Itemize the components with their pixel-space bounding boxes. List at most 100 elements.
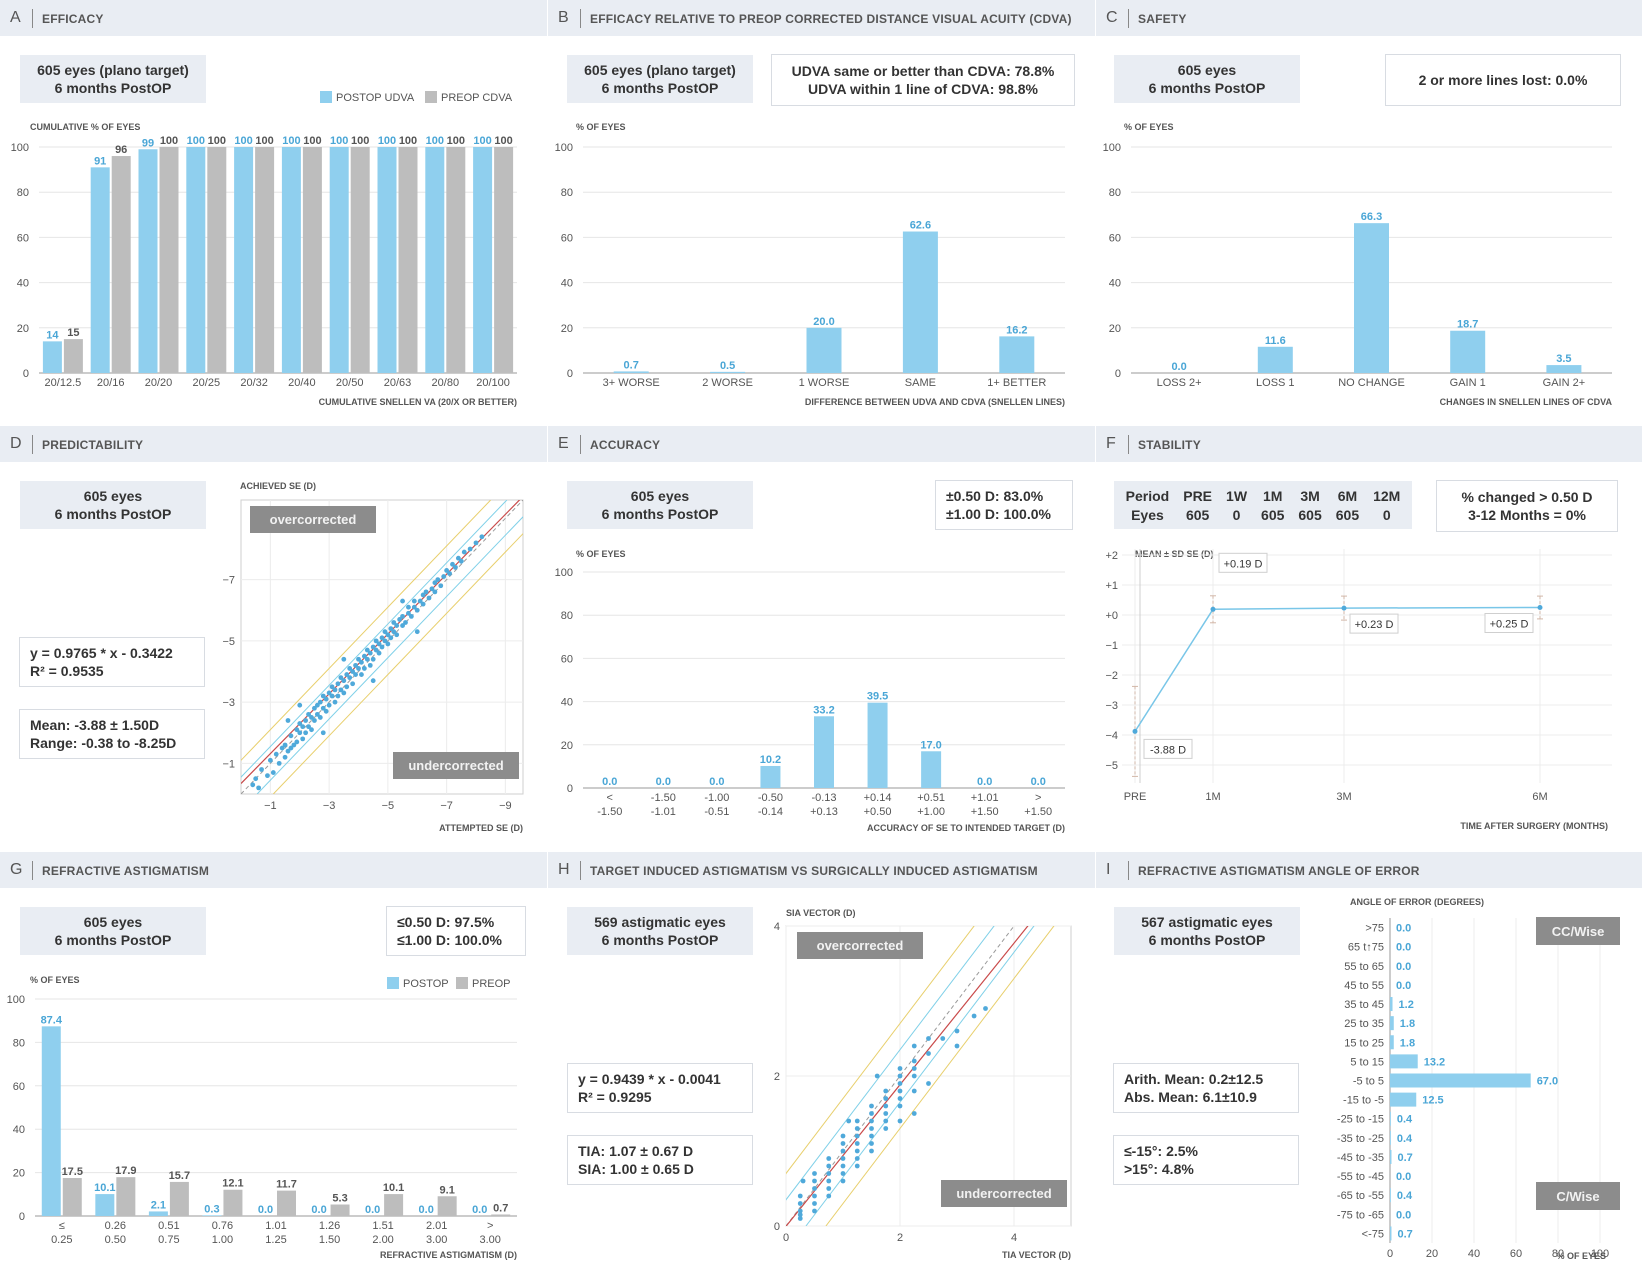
bar	[710, 371, 746, 373]
predictability-chart: ACHIEVED SE (D) ATTEMPTED SE (D) −1 −3 −5−…	[222, 481, 524, 833]
data-point	[826, 1163, 832, 1169]
bar	[806, 327, 842, 373]
table-cell: PRE	[1183, 487, 1213, 504]
data-point	[367, 662, 373, 668]
data-label: 0.0	[472, 1204, 487, 1216]
data-label: 0.0	[1396, 1209, 1411, 1221]
data-label: 17.0	[920, 739, 941, 751]
bar	[377, 147, 397, 373]
data-point	[429, 586, 435, 592]
data-point	[267, 757, 273, 763]
data-point	[335, 681, 341, 687]
y-tick-label: -35 to -25	[1337, 1133, 1384, 1145]
panel-title: EFFICACY	[42, 12, 104, 26]
bar	[437, 1196, 457, 1216]
x-axis-title: DIFFERENCE BETWEEN UDVA AND CDVA (SNELLE…	[805, 397, 1065, 407]
fit-r-squared: R² = 0.9535	[30, 663, 104, 679]
data-point	[297, 702, 303, 708]
data-point	[797, 1212, 803, 1218]
bar	[1450, 330, 1486, 373]
data-label: 0.0	[1171, 361, 1186, 373]
data-label: 100	[447, 135, 465, 147]
table-cell: 605	[1185, 506, 1210, 523]
efficacy-relative-chart: % OF EYES DIFFERENCE BETWEEN UDVA AND CD…	[555, 122, 1065, 407]
data-point	[940, 1036, 946, 1041]
data-point	[840, 1141, 846, 1146]
x-axis-title: TIA VECTOR (D)	[1002, 1250, 1071, 1260]
threshold-box: ≤-15°: 2.5% >15°: 4.8%	[1113, 1135, 1299, 1185]
data-label: 39.5	[867, 691, 888, 703]
bar	[281, 147, 301, 373]
data-label: 0.0	[709, 776, 724, 788]
data-point	[869, 1148, 874, 1154]
stat-line-1: 2 or more lines lost: 0.0%	[1418, 72, 1588, 88]
stat-line-2: UDVA within 1 line of CDVA: 98.8%	[808, 81, 1038, 97]
legend-swatch-preop	[425, 91, 437, 103]
y-tick-label: 40	[13, 1124, 25, 1136]
data-point	[382, 629, 388, 635]
header-separator	[1128, 9, 1129, 28]
y-tick-label: 0	[19, 1211, 25, 1223]
info-box: 605 eyes 6 months PostOP	[20, 907, 206, 955]
data-point	[347, 666, 353, 671]
bar	[494, 147, 514, 373]
data-point	[323, 708, 329, 714]
table-cell: 12M	[1373, 487, 1401, 504]
x-tick-label: 2 WORSE	[702, 377, 753, 389]
data-point	[394, 623, 400, 628]
panel-letter: A	[10, 9, 21, 26]
bar	[760, 765, 781, 788]
data-point	[335, 693, 341, 699]
fit-equation: y = 0.9765 * x - 0.3422	[30, 645, 173, 661]
data-point	[414, 629, 420, 635]
undercorrected-tag: undercorrected	[393, 752, 519, 779]
data-label: 100	[426, 135, 444, 147]
data-label: 100	[160, 135, 178, 147]
undercorrected-tag-bg	[941, 1180, 1067, 1207]
y-tick-label: 40	[1109, 278, 1121, 290]
data-point	[897, 1081, 903, 1086]
stat-box: ±0.50 D: 83.0% ±1.00 D: 100.0%	[935, 480, 1073, 530]
y-tick-label: 80	[1109, 187, 1121, 199]
ccw-label: CC/Wise	[1552, 924, 1605, 939]
table-cell: 1M	[1262, 487, 1283, 504]
data-point	[317, 715, 323, 720]
x-tick-label: >	[1035, 792, 1041, 804]
legend: POSTOP UDVA PREOP CDVA	[320, 91, 513, 104]
x-tick-label: >	[487, 1220, 493, 1232]
info-line-1: 605 eyes	[83, 488, 143, 504]
info-line-2: 6 months PostOP	[54, 506, 172, 522]
data-label: 0.0	[602, 776, 617, 788]
x-tick-label: 100	[1591, 1248, 1609, 1260]
data-point	[911, 1058, 917, 1064]
info-box: 605 eyes 6 months PostOP	[20, 481, 206, 529]
bar	[42, 341, 62, 373]
data-point	[370, 678, 376, 684]
period-table-grid: Period PRE 1W 1M 3M 6M 12M Eyes 605 0 60…	[1119, 486, 1408, 524]
x-tick-label: +1.01	[971, 792, 999, 804]
data-point	[376, 641, 382, 647]
bar	[116, 1177, 136, 1216]
y-tick-label: −7	[222, 575, 235, 587]
data-point	[411, 604, 417, 610]
x-tick-label: GAIN 2+	[1543, 377, 1586, 389]
data-label: 91	[94, 155, 106, 167]
panel-title: SAFETY	[1138, 12, 1187, 26]
x-tick-label: 20/32	[240, 377, 268, 389]
data-point	[285, 748, 291, 754]
data-point	[854, 1133, 860, 1139]
y-axis-title: ANGLE OF ERROR (DEGREES)	[1350, 897, 1484, 907]
panel-title: STABILITY	[1138, 438, 1201, 452]
y-tick-label: 45 to 55	[1344, 980, 1384, 992]
panel-angle-of-error: I REFRACTIVE ASTIGMATISM ANGLE OF ERROR …	[1096, 852, 1642, 1279]
data-point	[309, 715, 314, 720]
bar	[999, 336, 1035, 373]
overcorrected-tag-bg	[250, 506, 376, 533]
data-point	[364, 656, 370, 662]
bar-chart-area: 02040608010087.417.5≤0.2510.117.90.260.5…	[7, 994, 517, 1246]
tolerance-band-line	[805, 926, 1035, 1226]
bar	[207, 147, 227, 373]
panel-letter: B	[558, 9, 569, 26]
data-point	[338, 675, 344, 681]
cw-tag-bg	[1536, 1182, 1620, 1210]
